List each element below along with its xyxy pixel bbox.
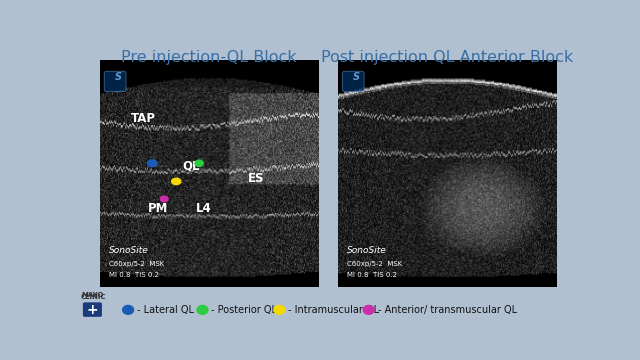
Text: - Anterior/ transmuscular QL: - Anterior/ transmuscular QL — [378, 305, 516, 315]
Text: Post injection QL Anterior Block: Post injection QL Anterior Block — [321, 50, 573, 64]
Text: MAYO: MAYO — [82, 292, 104, 298]
Ellipse shape — [197, 305, 208, 314]
Ellipse shape — [123, 305, 134, 314]
Text: - Intramuscular QL: - Intramuscular QL — [288, 305, 380, 315]
Ellipse shape — [364, 305, 374, 314]
Ellipse shape — [274, 305, 285, 314]
Text: +: + — [86, 303, 98, 317]
Text: - Lateral QL: - Lateral QL — [137, 305, 194, 315]
FancyBboxPatch shape — [83, 303, 101, 316]
Text: - Posterior QL: - Posterior QL — [211, 305, 278, 315]
Text: CLINIC: CLINIC — [80, 294, 106, 301]
Text: Pre injection-QL Block: Pre injection-QL Block — [121, 50, 297, 64]
